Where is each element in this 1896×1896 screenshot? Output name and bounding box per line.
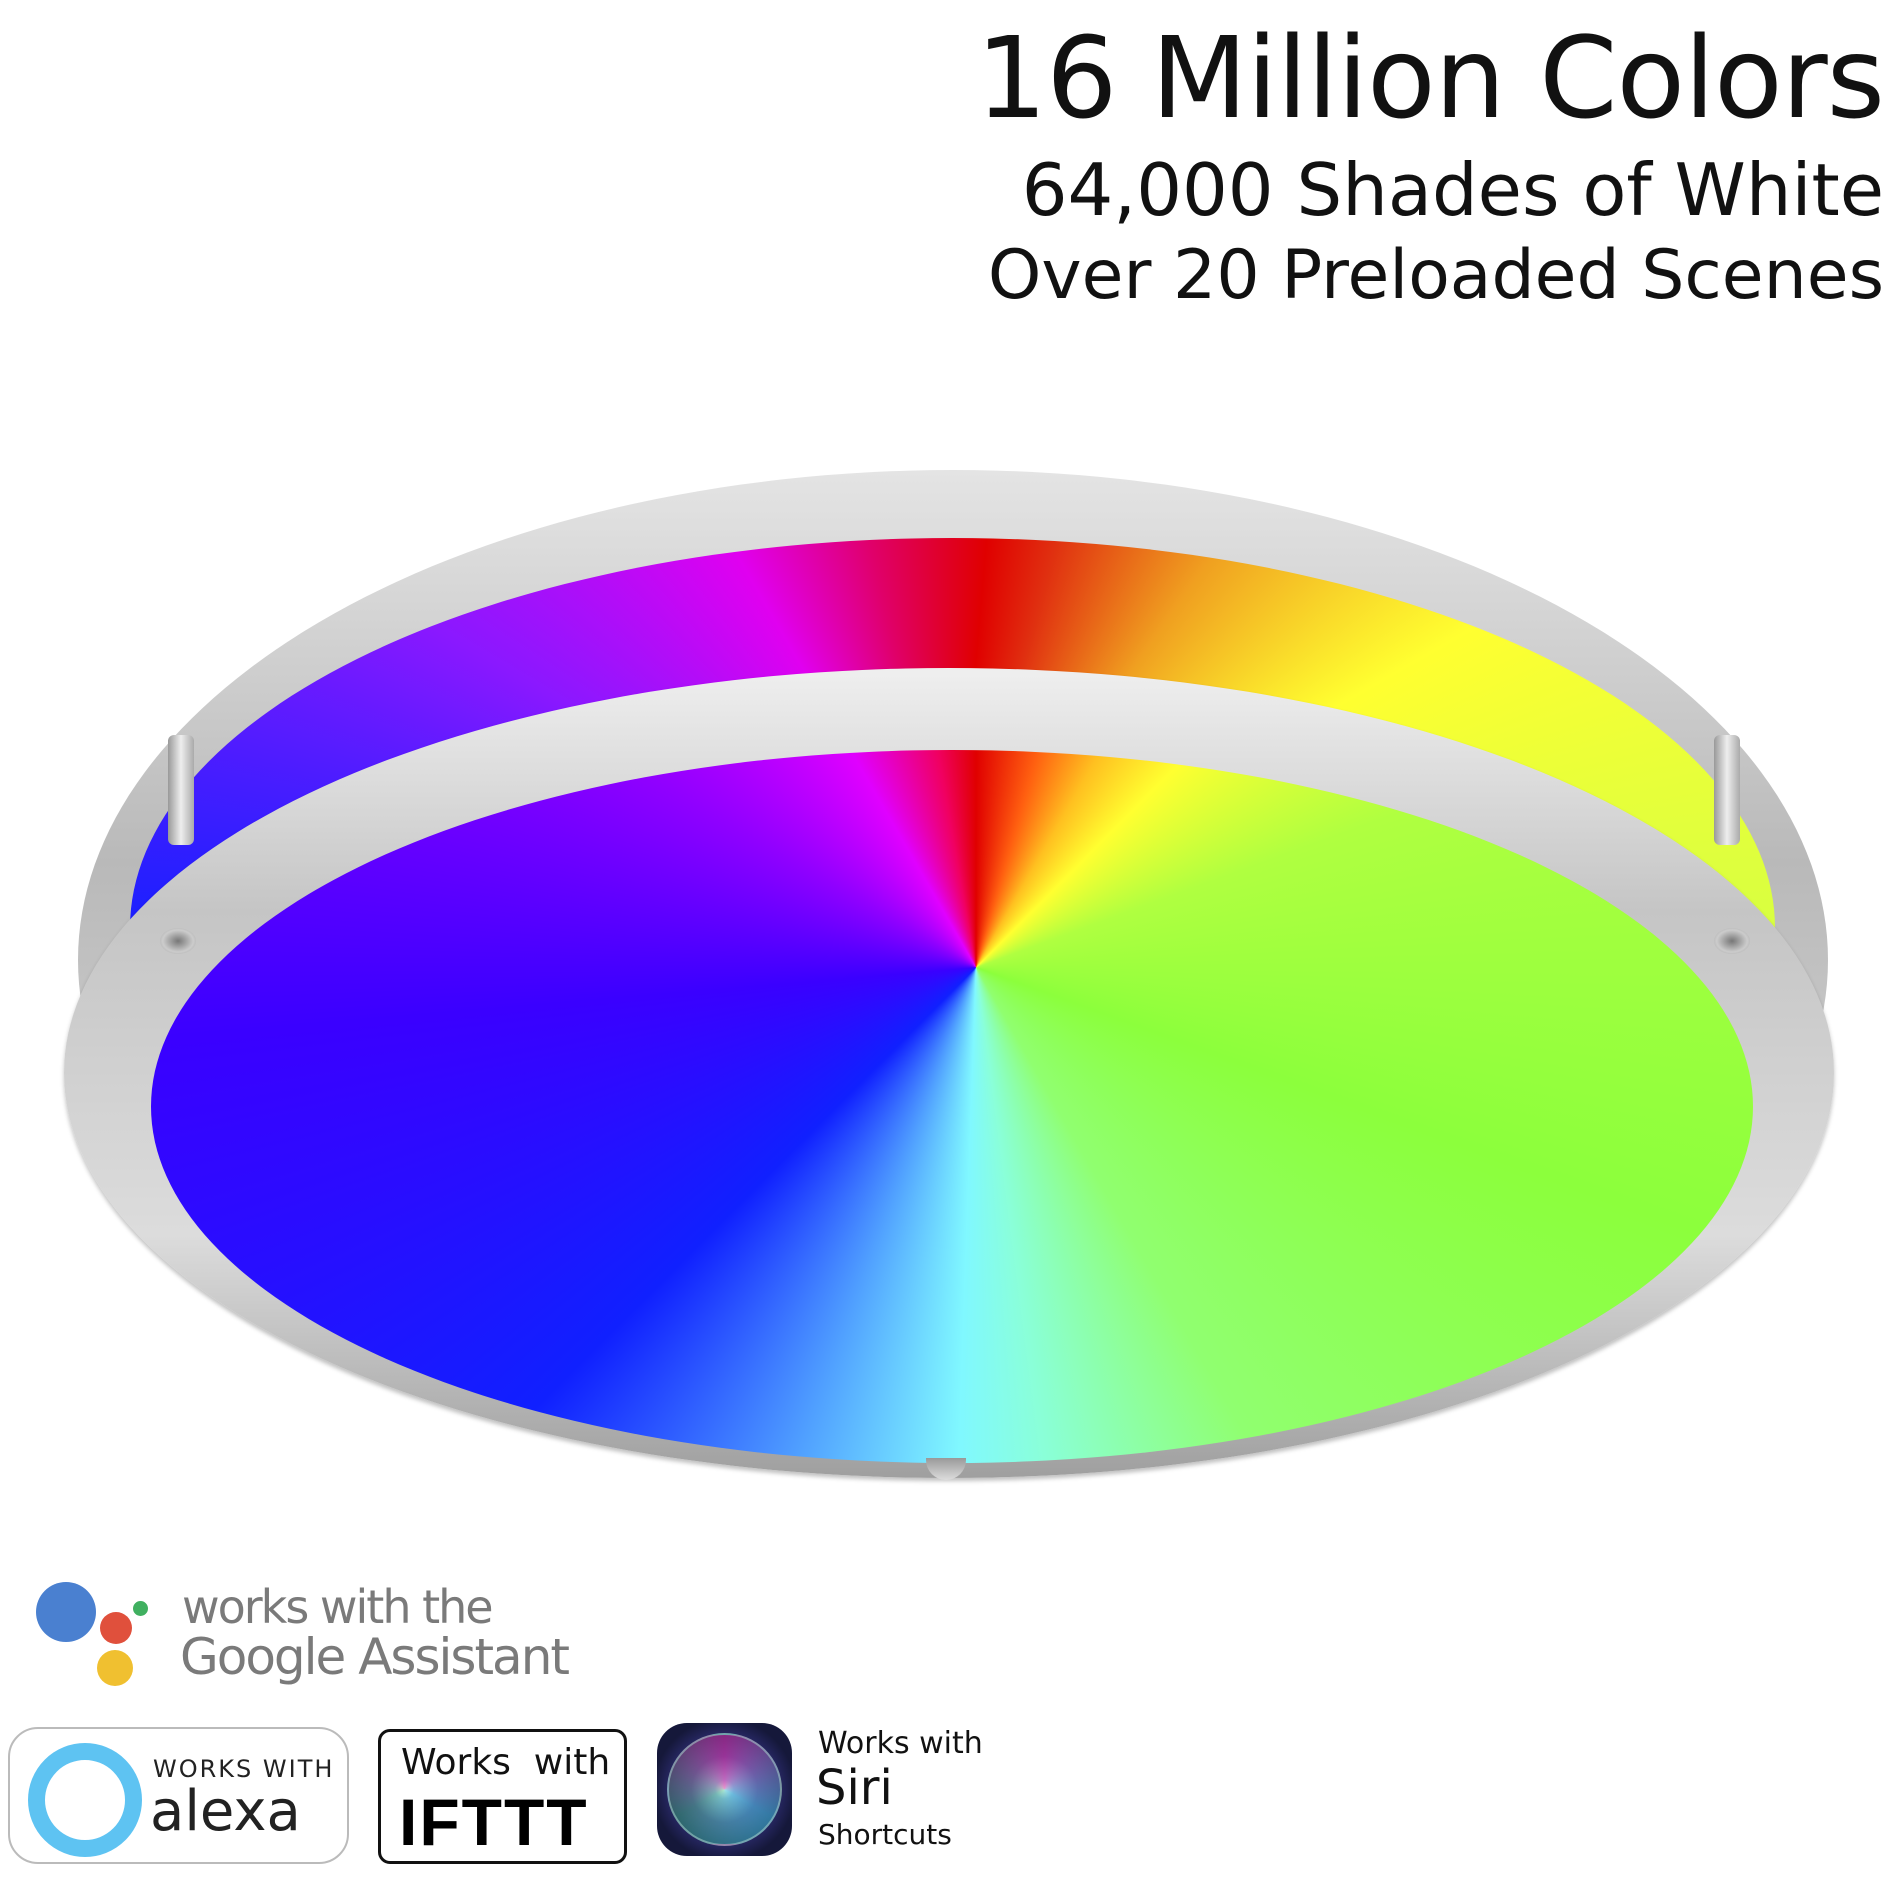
color-lens <box>151 750 1753 1463</box>
siri-line3: Shortcuts <box>818 1818 952 1851</box>
headline-scenes: Over 20 Preloaded Scenes <box>987 236 1884 315</box>
ifttt-name: IFTTT <box>399 1785 589 1859</box>
alexa-ring-icon <box>28 1743 142 1857</box>
siri-orb <box>667 1733 782 1846</box>
alexa-name: alexa <box>150 1779 301 1844</box>
siri-line2: Siri <box>816 1760 893 1816</box>
support-post <box>168 735 194 845</box>
google-dot-icon <box>100 1612 132 1644</box>
knob <box>926 1458 966 1480</box>
siri-icon <box>657 1723 792 1856</box>
google-line2: Google Assistant <box>180 1628 570 1686</box>
google-dot-icon <box>133 1601 148 1616</box>
ifttt-top: Works with <box>401 1742 611 1783</box>
google-line1: works with the <box>182 1580 494 1634</box>
headline-title: 16 Million Colors <box>975 14 1885 144</box>
google-dot-icon <box>97 1650 133 1686</box>
google-dot-icon <box>36 1582 96 1642</box>
alexa-badge: WORKS WITH alexa <box>8 1727 349 1864</box>
screw-icon <box>160 928 196 954</box>
ifttt-badge: Works with IFTTT <box>378 1729 627 1864</box>
alexa-top: WORKS WITH <box>153 1755 335 1783</box>
screw-icon <box>1714 928 1750 954</box>
headline-shades: 64,000 Shades of White <box>1021 148 1884 232</box>
siri-line1: Works with <box>818 1726 983 1761</box>
support-post <box>1714 735 1740 845</box>
